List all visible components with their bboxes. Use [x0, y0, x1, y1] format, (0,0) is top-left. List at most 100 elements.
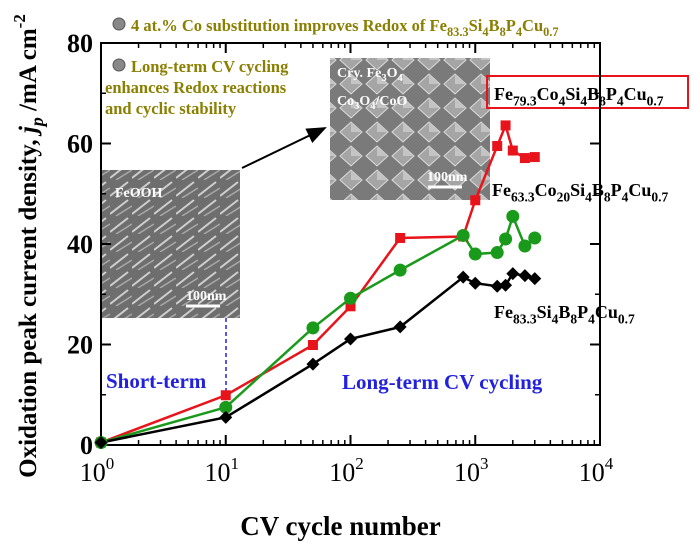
text-part: 0.7 — [651, 189, 668, 204]
x-tick-label: 102 — [329, 454, 364, 487]
note: enhances Redox reactions — [105, 78, 287, 97]
text-part: 4 — [580, 93, 587, 108]
text-part: 8 — [604, 189, 611, 204]
y-tick-label: 80 — [67, 29, 93, 58]
text-part: /mA cm — [15, 28, 42, 117]
text-part: 4 — [482, 25, 488, 39]
text-part: B — [558, 302, 570, 322]
text-part: 4 at.% Co substitution improves Redox of… — [131, 16, 447, 35]
text-part: Si — [570, 180, 585, 200]
text-part: 0.7 — [543, 25, 558, 39]
tick-base: 10 — [205, 458, 231, 487]
note: Long-term CV cycling — [131, 57, 289, 76]
x-tick-label: 104 — [579, 454, 614, 487]
inset-crystal — [330, 58, 490, 200]
point — [529, 152, 540, 163]
tick-exponent: 1 — [231, 454, 240, 473]
text-part: /CoO — [375, 94, 408, 109]
y-tick-label: 0 — [80, 431, 93, 460]
tick-exponent: 4 — [605, 454, 614, 473]
text-part: Co — [537, 84, 559, 104]
text-part: P — [611, 180, 622, 200]
x-tick-label: 100 — [80, 454, 115, 487]
text-part: 0.7 — [618, 311, 635, 326]
point — [468, 276, 482, 290]
point — [220, 390, 231, 401]
text-part: Cry. Fe — [337, 66, 381, 81]
text-part: 20 — [557, 189, 571, 204]
point — [345, 301, 356, 312]
inset-label: Co3O4/CoO — [337, 94, 408, 112]
point — [94, 435, 108, 449]
point — [307, 340, 318, 351]
text-part: Cu — [628, 180, 651, 200]
text-part: 63.3 — [511, 189, 535, 204]
tick-base: 10 — [579, 458, 605, 487]
point — [506, 267, 520, 281]
text-part: Cu — [522, 16, 543, 35]
text-part: Co — [535, 180, 557, 200]
inset-label: Cry. Fe3O4 — [337, 66, 403, 84]
text-part: 3 — [354, 101, 359, 112]
text-part: Oxidation peak current density, — [15, 133, 42, 478]
text-part: 83.3 — [513, 311, 537, 326]
tick-exponent: 2 — [355, 454, 364, 473]
point — [518, 269, 532, 283]
note: 4 at.% Co substitution improves Redox of… — [131, 16, 559, 39]
tick-base: 10 — [80, 458, 106, 487]
point — [490, 246, 504, 260]
text-part: O — [359, 94, 370, 109]
point — [393, 320, 407, 334]
text-part: B — [592, 180, 604, 200]
point — [500, 120, 511, 131]
text-part: 4 — [552, 311, 559, 326]
text-part: 4 — [622, 189, 629, 204]
tick-exponent: 0 — [106, 454, 115, 473]
point — [506, 209, 520, 223]
point — [456, 228, 470, 242]
point — [528, 231, 542, 245]
point — [492, 141, 503, 152]
text-part: B — [587, 84, 599, 104]
highlight-box — [486, 75, 689, 109]
text-part: 8 — [599, 93, 606, 108]
text-part: P — [606, 84, 617, 104]
text-part: B — [489, 16, 500, 35]
text-part: 79.3 — [513, 93, 537, 108]
point — [456, 270, 470, 284]
point — [468, 247, 482, 261]
text-part: P — [506, 16, 516, 35]
text-part: 8 — [570, 311, 577, 326]
point — [518, 239, 532, 253]
text-part: p — [27, 117, 47, 128]
text-part: Fe — [492, 180, 511, 200]
text-part: 0.7 — [647, 93, 664, 108]
tick-base: 10 — [454, 458, 480, 487]
y-axis-label: Oxidation peak current density, jp /mA c… — [10, 14, 47, 478]
text-part: 4 — [559, 93, 566, 108]
point — [507, 145, 518, 156]
inset-image — [100, 170, 240, 318]
point — [490, 279, 504, 293]
text-part: Fe — [494, 84, 513, 104]
text-part: Si — [469, 16, 483, 35]
point — [395, 232, 406, 243]
text-part: 4 — [588, 311, 595, 326]
point — [306, 357, 320, 371]
legend-label: Fe63.3Co20Si4B8P4Cu0.7 — [492, 180, 669, 204]
y-tick-label: 60 — [67, 130, 93, 159]
text-part: 4 — [516, 25, 522, 39]
text-part: 8 — [500, 25, 506, 39]
point — [344, 332, 357, 346]
point — [219, 410, 233, 424]
y-tick-label: 40 — [67, 230, 93, 259]
tick-base: 10 — [329, 458, 355, 487]
text-part: -2 — [10, 14, 29, 28]
text-part: Fe — [494, 302, 513, 322]
bullet — [112, 17, 126, 31]
point — [528, 272, 542, 286]
point — [499, 232, 513, 246]
legend-label: Fe83.3Si4B8P4Cu0.7 — [494, 302, 635, 326]
region-label: Long-term CV cycling — [342, 370, 543, 394]
